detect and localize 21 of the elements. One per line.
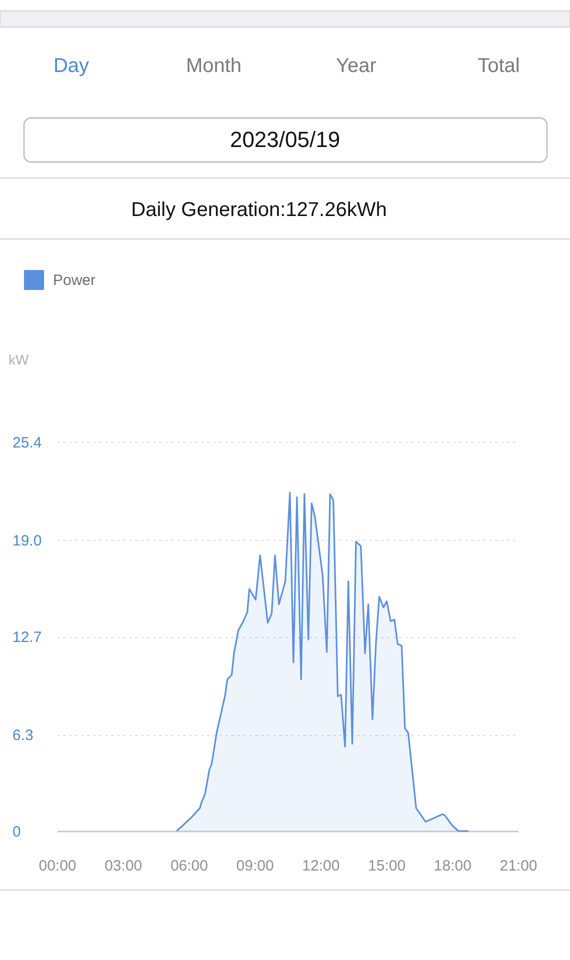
- x-tick-label: 18:00: [434, 858, 472, 874]
- y-tick-label: 0: [12, 824, 21, 840]
- legend-label: Power: [53, 272, 96, 289]
- x-tick-label: 06:00: [170, 858, 208, 874]
- text: Day: [53, 55, 90, 77]
- y-axis-title: kW: [8, 352, 30, 368]
- x-tick-label: 21:00: [500, 858, 538, 874]
- y-tick-label: 19.0: [12, 532, 42, 550]
- y-tick-label: 12.7: [12, 629, 42, 646]
- x-tick-label: 00:00: [38, 858, 76, 874]
- x-tick-label: 09:00: [236, 858, 274, 874]
- y-tick-label: 25.4: [12, 434, 42, 452]
- x-tick-label: 12:00: [302, 858, 340, 874]
- x-tick-label: 03:00: [104, 858, 142, 874]
- text: Total: [478, 55, 520, 77]
- text: Month: [186, 55, 242, 77]
- chart-title: Daily Generation:127.26kWh: [131, 199, 387, 221]
- chart-subtitle: 2023/05/19: [230, 127, 340, 152]
- x-tick-label: 15:00: [368, 858, 406, 874]
- text: Year: [336, 55, 377, 77]
- y-tick-label: 6.3: [12, 727, 34, 744]
